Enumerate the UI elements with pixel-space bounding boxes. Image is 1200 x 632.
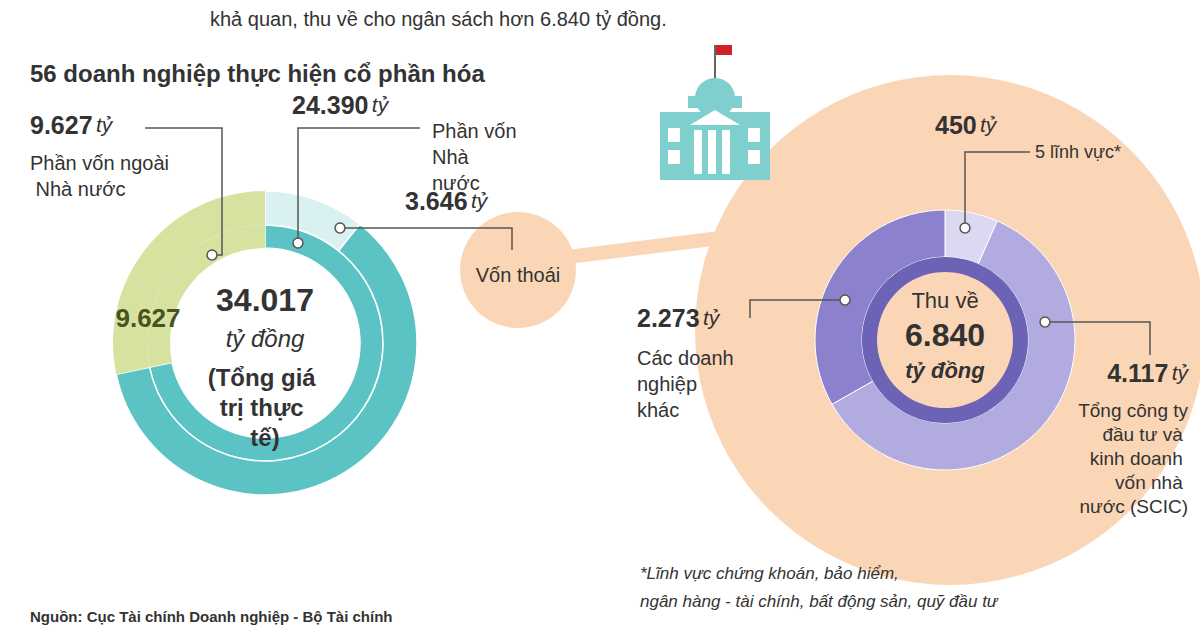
svg-text:6.840: 6.840 (905, 317, 985, 353)
svg-text:tế): tế) (250, 424, 279, 451)
svg-text:tỷ: tỷ (703, 306, 721, 329)
svg-text:Các doanh: Các doanh (637, 347, 739, 369)
svg-text:nghiệp: nghiệp (637, 373, 703, 395)
svg-text:nước: nước (432, 172, 480, 194)
svg-text:trị thực: trị thực (220, 394, 311, 421)
svg-text:Nguồn: Cục Tài chính Doanh ngh: Nguồn: Cục Tài chính Doanh nghiệp - Bộ T… (30, 608, 392, 625)
svg-text:34.017: 34.017 (216, 282, 314, 318)
svg-text:khả quan, thu về cho ngân sách: khả quan, thu về cho ngân sách hơn 6.840… (210, 8, 667, 30)
svg-text:(Tổng giá: (Tổng giá (208, 364, 323, 391)
svg-text:Thu về: Thu về (911, 288, 978, 313)
svg-text:Nhà: Nhà (432, 146, 474, 168)
svg-text:3.646: 3.646 (405, 187, 468, 215)
svg-text:Phần vốn ngoài: Phần vốn ngoài (30, 152, 169, 174)
svg-text:450: 450 (935, 111, 977, 139)
svg-text:2.273: 2.273 (637, 304, 700, 332)
svg-text:56 doanh nghiệp thực hiện cổ p: 56 doanh nghiệp thực hiện cổ phần hóa (30, 60, 485, 87)
svg-text:9.627: 9.627 (115, 303, 180, 333)
svg-text:đầu tư và: đầu tư và (1097, 424, 1188, 445)
svg-text:Vốn thoái: Vốn thoái (476, 264, 561, 286)
svg-text:khác: khác (637, 399, 679, 421)
svg-text:tỷ: tỷ (471, 189, 489, 212)
svg-text:ngân hàng - tài chính, bất độn: ngân hàng - tài chính, bất động sản, quỹ… (640, 592, 999, 611)
svg-text:tỷ: tỷ (1172, 361, 1190, 384)
svg-text:tỷ đồng: tỷ đồng (226, 325, 305, 352)
svg-text:nước (SCIC): nước (SCIC) (1079, 496, 1188, 517)
svg-text:24.390: 24.390 (292, 91, 368, 119)
svg-text:vốn nhà: vốn nhà (1115, 472, 1188, 493)
svg-text:4.117: 4.117 (1107, 359, 1168, 387)
svg-text:tỷ đồng: tỷ đồng (905, 358, 985, 383)
svg-text:*Lĩnh vực chứng khoán, bảo hiể: *Lĩnh vực chứng khoán, bảo hiểm, (640, 564, 899, 583)
svg-text:kinh doanh: kinh doanh (1090, 448, 1188, 469)
svg-text:tỷ: tỷ (372, 93, 390, 116)
svg-text:5 lĩnh vực*: 5 lĩnh vực* (1035, 142, 1121, 162)
svg-text:Tổng công ty: Tổng công ty (1078, 400, 1188, 421)
svg-text:Phần vốn: Phần vốn (432, 120, 522, 142)
svg-text:Nhà nước: Nhà nước (30, 178, 125, 200)
svg-text:tỷ: tỷ (980, 113, 998, 136)
svg-text:9.627: 9.627 (30, 111, 93, 139)
svg-text:tỷ: tỷ (96, 113, 114, 136)
